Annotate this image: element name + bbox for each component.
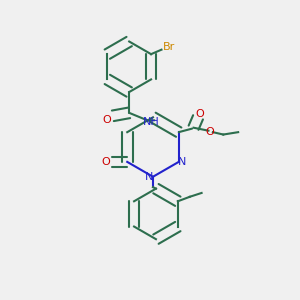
Text: O: O (103, 115, 111, 125)
Text: O: O (101, 157, 110, 167)
Text: O: O (195, 109, 204, 119)
Text: N: N (178, 157, 187, 167)
Text: Br: Br (163, 42, 175, 52)
Text: NH: NH (143, 117, 160, 127)
Text: O: O (206, 127, 214, 137)
Text: N: N (145, 172, 154, 182)
